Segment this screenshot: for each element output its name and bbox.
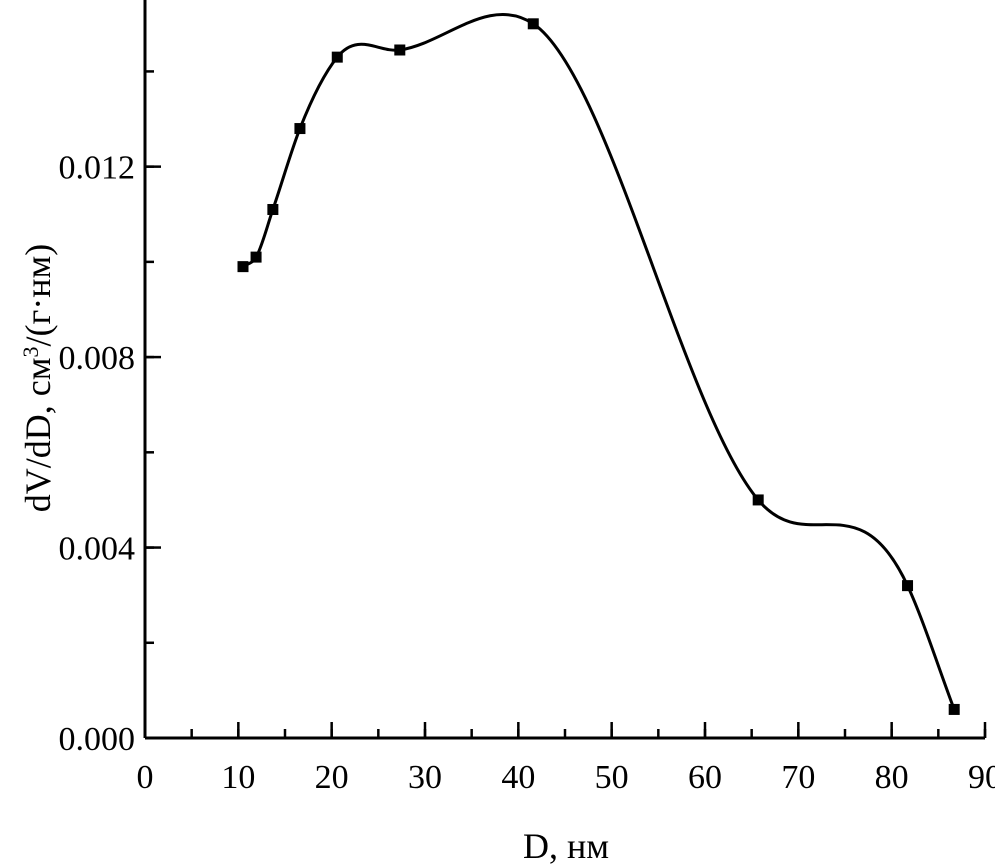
data-point-marker	[237, 261, 249, 273]
x-axis-major-ticks	[143, 722, 987, 738]
y-axis-title-main: dV/dD, см	[18, 358, 58, 513]
x-tick-label: 30	[408, 759, 442, 796]
y-axis-tick-labels: 0.000 0.004 0.008 0.012	[59, 150, 136, 758]
series-markers	[237, 18, 960, 715]
x-axis-title: D, нм	[523, 826, 609, 865]
y-tick-label: 0.012	[59, 150, 136, 187]
data-point-marker	[527, 18, 539, 30]
y-tick-label: 0.000	[59, 721, 136, 758]
y-tick-label: 0.008	[59, 340, 136, 377]
data-point-marker	[394, 44, 406, 56]
x-tick-label: 50	[595, 759, 629, 796]
x-tick-label: 20	[315, 759, 349, 796]
data-point-marker	[250, 251, 262, 263]
y-axis-title-superscript: 3	[18, 347, 43, 358]
x-tick-label: 40	[501, 759, 535, 796]
data-point-marker	[294, 123, 306, 135]
x-tick-label: 80	[875, 759, 909, 796]
data-point-marker	[948, 703, 960, 715]
x-tick-label: 90	[968, 759, 995, 796]
data-point-marker	[331, 51, 343, 63]
y-axis-title-units: /(г·нм)	[18, 244, 58, 347]
x-tick-label: 0	[137, 759, 154, 796]
x-tick-label: 10	[221, 759, 255, 796]
data-point-marker	[752, 494, 764, 506]
data-point-marker	[267, 203, 279, 215]
y-tick-label: 0.004	[59, 531, 136, 568]
x-axis-tick-labels: 0 10 20 30 40 50 60 70 80 90	[137, 759, 995, 796]
x-tick-label: 60	[688, 759, 722, 796]
y-axis-title: dV/dD, см3/(г·нм)	[18, 244, 59, 513]
series-line	[242, 12, 956, 710]
x-tick-label: 70	[781, 759, 815, 796]
data-point-marker	[902, 580, 914, 592]
